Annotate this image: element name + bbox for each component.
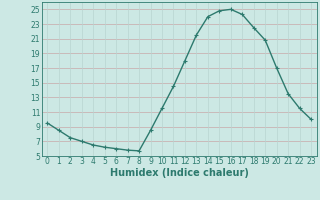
X-axis label: Humidex (Indice chaleur): Humidex (Indice chaleur): [110, 168, 249, 178]
